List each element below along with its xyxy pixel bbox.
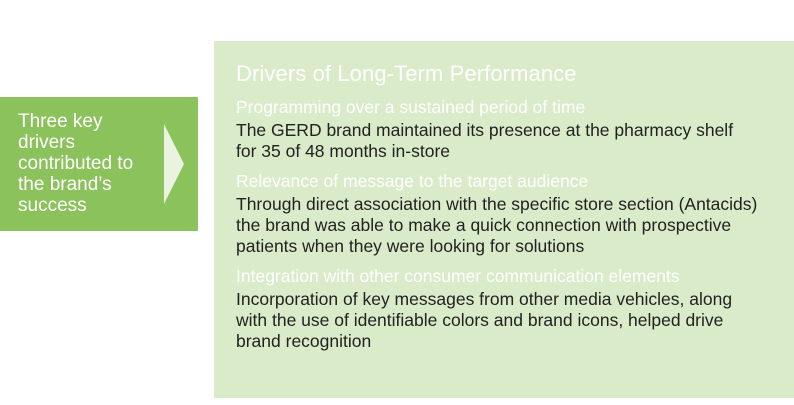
driver-item-programming: Programming over a sustained period of t…	[236, 97, 784, 162]
driver-body: The GERD brand maintained its presence a…	[236, 120, 734, 161]
driver-body: Incorporation of key messages from other…	[236, 289, 733, 351]
driver-heading: Relevance of message to the target audie…	[236, 171, 589, 191]
summary-text: Three key drivers contributed to the bra…	[18, 111, 134, 216]
driver-body: Through direct association with the spec…	[236, 194, 758, 256]
panel-title: Drivers of Long-Term Performance	[236, 61, 577, 86]
drivers-panel: Drivers of Long-Term Performance Program…	[214, 41, 794, 398]
driver-item-integration: Integration with other consumer communic…	[236, 266, 784, 352]
summary-box: Three key drivers contributed to the bra…	[0, 97, 198, 231]
chevron-right-icon	[164, 124, 184, 204]
driver-heading: Integration with other consumer communic…	[236, 266, 680, 286]
driver-heading: Programming over a sustained period of t…	[236, 97, 586, 117]
driver-item-relevance: Relevance of message to the target audie…	[236, 171, 784, 257]
